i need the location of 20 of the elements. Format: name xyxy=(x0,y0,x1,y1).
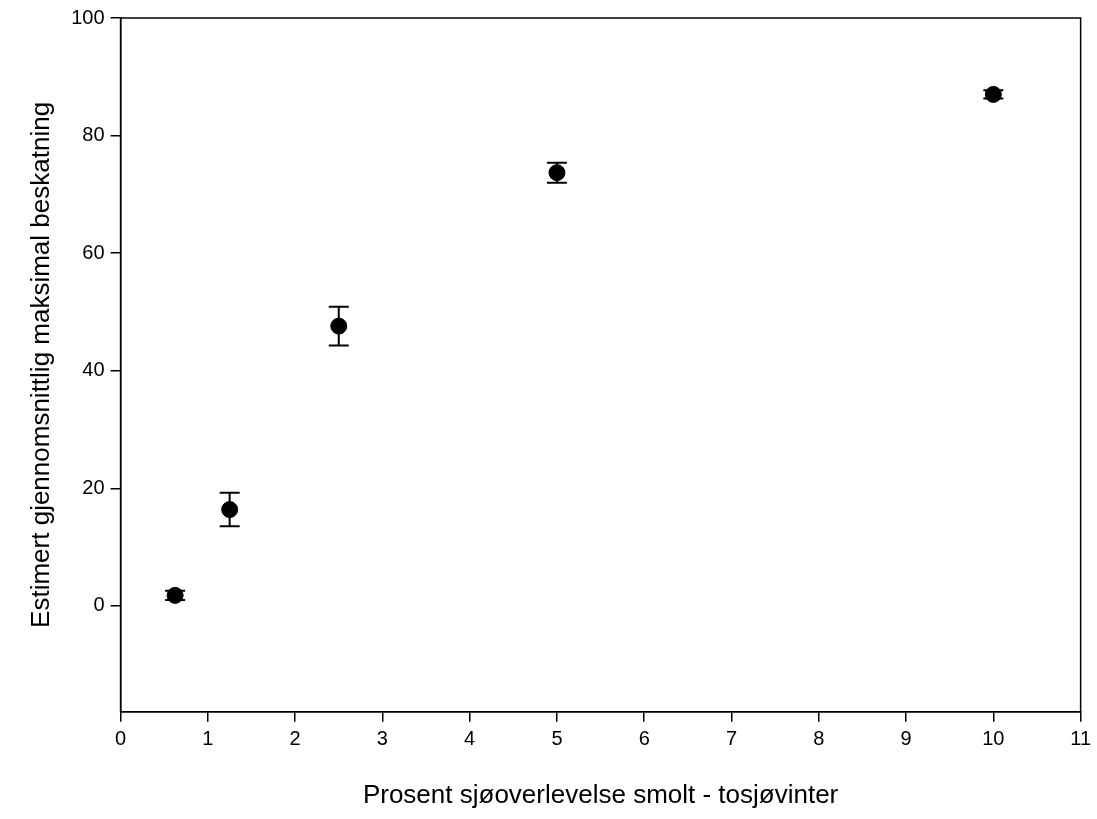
x-tick-label: 7 xyxy=(725,727,738,750)
y-tick-label: 60 xyxy=(82,240,105,263)
x-tick-label: 6 xyxy=(638,727,650,750)
y-axis-title: Estimert gjennomsnittlig maksimal beskatning xyxy=(24,101,55,628)
y-tick-label: 0 xyxy=(93,593,105,616)
y-tick-label: 20 xyxy=(82,475,105,498)
x-tick-label: 5 xyxy=(551,727,563,750)
y-tick-label: 80 xyxy=(82,123,105,146)
x-tick-label: 4 xyxy=(464,727,476,750)
x-tick-label: 0 xyxy=(115,727,127,750)
x-tick-label: 8 xyxy=(813,727,825,750)
x-tick-label: 9 xyxy=(900,727,912,750)
x-tick-label: 10 xyxy=(982,727,1005,750)
x-tick-label: 11 xyxy=(1070,727,1091,750)
x-tick-label: 2 xyxy=(289,727,301,750)
x-tick-label: 1 xyxy=(202,727,214,750)
y-tick-label: 100 xyxy=(71,5,105,28)
x-axis-title: Prosent sjøoverlevelse smolt - tosjøvinter xyxy=(362,778,839,809)
y-tick-label: 40 xyxy=(82,358,105,381)
x-tick-label: 3 xyxy=(376,727,388,750)
